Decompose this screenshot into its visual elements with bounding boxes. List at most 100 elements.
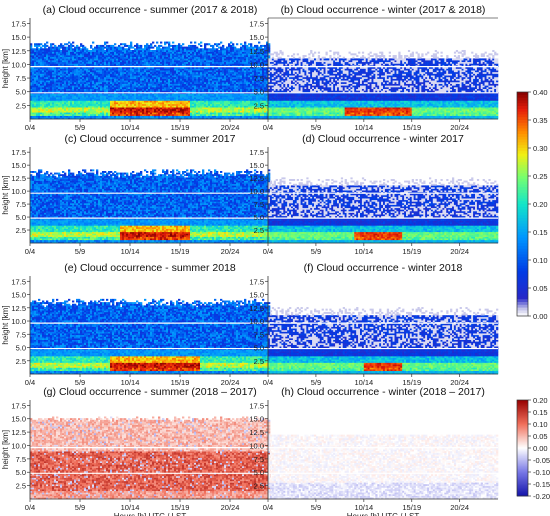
heatmap-cell [170,112,172,114]
heatmap-cell [52,47,54,49]
heatmap-cell [218,62,220,64]
heatmap-cell [172,87,174,89]
heatmap-cell [92,102,94,104]
heatmap-cell [182,77,184,79]
heatmap-cell [66,52,68,54]
heatmap-cell [74,47,76,49]
heatmap-cell [182,47,184,49]
heatmap-cell [248,97,250,99]
heatmap-cell [190,62,192,64]
heatmap-cell [220,52,222,54]
heatmap-cell [246,112,248,114]
heatmap-cell [204,43,206,45]
heatmap-cell [154,97,156,99]
heatmap-cell [114,87,116,89]
heatmap-cell [172,62,174,64]
heatmap-cell [106,112,108,114]
heatmap-cell [34,102,36,104]
heatmap-cell [226,107,228,109]
heatmap-cell [218,57,220,59]
heatmap-cell [172,72,174,74]
heatmap-cell [56,77,58,79]
heatmap-cell [138,102,140,104]
heatmap-cell [212,82,214,84]
heatmap-cell [168,77,170,79]
heatmap-cell [62,97,64,99]
heatmap-cell [74,52,76,54]
heatmap-cell [68,97,70,99]
heatmap-cell [98,62,100,64]
heatmap-cell [218,52,220,54]
heatmap-cell [120,107,122,109]
heatmap-cell [246,57,248,59]
heatmap-cell [56,112,58,114]
heatmap-cell [156,97,158,99]
heatmap-cell [102,57,104,59]
heatmap-cell [42,48,44,50]
heatmap-cell [104,47,106,49]
heatmap-cell [172,52,174,54]
heatmap-cell [238,62,240,64]
heatmap-cell [54,72,56,74]
heatmap-cell [84,62,86,64]
heatmap-cell [116,82,118,84]
heatmap-cell [196,97,198,99]
heatmap-cell [62,102,64,104]
heatmap-cell [136,57,138,59]
heatmap-cell [32,82,34,84]
heatmap-cell [92,107,94,109]
heatmap-cell [210,57,212,59]
heatmap-cell [120,87,122,89]
heatmap-cell [98,45,100,47]
heatmap-cell [124,48,126,50]
heatmap-cell [60,62,62,64]
heatmap-cell [40,62,42,64]
heatmap-cell [76,97,78,99]
heatmap-cell [114,77,116,79]
heatmap-cell [132,57,134,59]
heatmap-cell [130,50,132,52]
heatmap-cell [50,57,52,59]
heatmap-cell [88,50,90,52]
heatmap-cell [62,107,64,109]
heatmap-cell [188,82,190,84]
heatmap-cell [144,77,146,79]
heatmap-cell [112,102,114,104]
heatmap-cell [154,102,156,104]
heatmap-cell [214,97,216,99]
heatmap-cell [114,82,116,84]
heatmap-cell [74,72,76,74]
heatmap-cell [224,52,226,54]
heatmap-cell [92,82,94,84]
heatmap-cell [84,107,86,109]
heatmap-cell [86,48,88,50]
heatmap-cell [208,62,210,64]
heatmap-cell [230,97,232,99]
heatmap-cell [216,107,218,109]
heatmap-cell [64,97,66,99]
heatmap-cell [218,72,220,74]
heatmap-cell [42,57,44,59]
heatmap-cell [96,62,98,64]
heatmap-cell [44,62,46,64]
heatmap-cell [226,47,228,49]
heatmap-cell [244,112,246,114]
heatmap-cell [176,72,178,74]
heatmap-cell [52,87,54,89]
heatmap-cell [154,62,156,64]
heatmap-cell [218,112,220,114]
heatmap-cell [188,45,190,47]
heatmap-cell [174,112,176,114]
heatmap-cell [188,87,190,89]
heatmap-cell [228,107,230,109]
heatmap-cell [102,82,104,84]
heatmap-cell [144,47,146,49]
heatmap-cell [34,82,36,84]
heatmap-cell [180,57,182,59]
heatmap-cell [224,48,226,50]
heatmap-cell [168,62,170,64]
heatmap-cell [124,52,126,54]
heatmap-cell [114,112,116,114]
heatmap-cell [150,43,152,45]
heatmap-cell [56,97,58,99]
